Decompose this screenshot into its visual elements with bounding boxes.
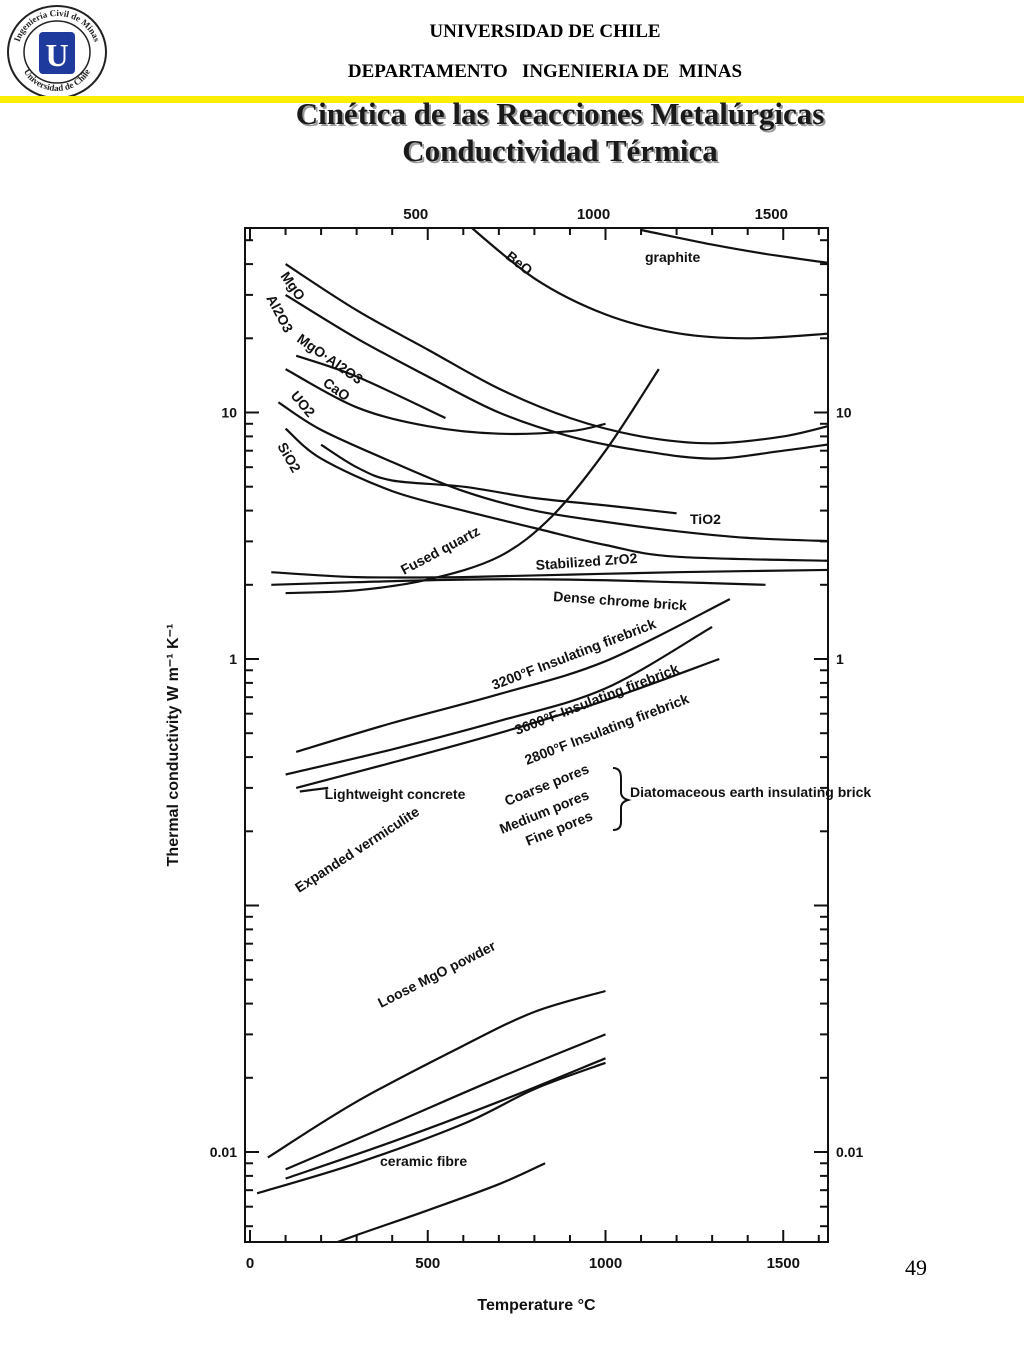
series-label: ceramic fibre [380, 1153, 467, 1169]
group-label: Diatomaceous earth insulating brick [630, 784, 871, 800]
header-rule [0, 96, 1024, 103]
y-tick-label: 1 [229, 651, 237, 667]
series-label: Stabilized ZrO2 [535, 550, 638, 573]
series-label: Fused quartz [398, 523, 482, 578]
x-tick-label-top: 500 [403, 206, 428, 223]
series-line-graphite [640, 228, 828, 264]
series-label: BeO [503, 248, 536, 278]
series-label: Lightweight concrete [325, 786, 466, 802]
plot-frame [244, 227, 829, 1243]
y-tick-label-right: 10 [836, 405, 852, 421]
series-line-stabilized-zro2 [271, 568, 828, 579]
series-line-sio2 [284, 427, 828, 562]
series-line-fine-pores [285, 1057, 606, 1180]
series-line-beo [470, 228, 828, 340]
department-name: DEPARTAMENTO INGENIERIA DE MINAS [347, 61, 743, 82]
series-label: Loose MgO powder [375, 937, 498, 1010]
series-line-lightweight-concrete [299, 786, 329, 793]
group-bracket [612, 767, 632, 831]
series-label: MgO [278, 269, 309, 304]
x-tick-label-top: 1500 [755, 206, 788, 223]
series-line-3600-f-insulating-firebrick [285, 625, 713, 776]
series-label: TiO2 [690, 511, 721, 527]
y-tick-label: 0.01 [210, 1144, 237, 1160]
series-line-tio2 [320, 443, 677, 515]
series-group [256, 228, 828, 1365]
y-tick-label-right: 1 [836, 651, 844, 667]
page-number: 49 [905, 1255, 927, 1280]
series-label: Expanded vermiculite [292, 803, 422, 895]
slide-subtitle: Conductividad Térmica [402, 133, 718, 168]
series-label: Dense chrome brick [553, 588, 688, 613]
x-tick-label: 500 [415, 1255, 440, 1272]
series-line-fused-quartz [285, 368, 660, 595]
x-tick-label-top: 1000 [577, 206, 610, 223]
series-line-3200-f-insulating-firebrick [295, 598, 731, 753]
series-line-2800-f-insulating-firebrick [295, 657, 720, 789]
slide-title: Cinética de las Reacciones Metalúrgicas [295, 96, 825, 131]
series-label: graphite [645, 249, 700, 265]
series-line-ceramic-fibre [261, 1296, 670, 1365]
series-label: UO2 [288, 388, 319, 420]
series-line-uo2 [277, 401, 828, 543]
series-line-coarse-pores [267, 989, 606, 1159]
x-axis-label: Temperature °C [477, 1297, 596, 1314]
x-tick-label: 1500 [767, 1255, 800, 1272]
series-line-dense-chrome-brick [271, 578, 766, 586]
series-line-loose-mgo-powder [334, 1162, 546, 1242]
series-line-expanded-vermiculite [256, 1061, 606, 1195]
series-line-mgo-al2o3 [295, 354, 446, 419]
series-line-cao [285, 368, 606, 436]
y-axis-label: Thermal conductivity W m⁻¹ K⁻¹ [165, 624, 182, 867]
x-tick-label: 0 [246, 1255, 254, 1272]
university-name: UNIVERSIDAD DE CHILE [429, 21, 661, 42]
series-line-mgo [284, 263, 828, 445]
y-tick-label: 10 [221, 405, 237, 421]
y-tick-label-right: 0.01 [836, 1144, 863, 1160]
series-line-al2o3 [285, 293, 828, 460]
series-label: SiO2 [274, 440, 304, 476]
university-logo: Ingeniería Civil de Minas Universidad de… [7, 5, 107, 99]
series-line-medium-pores [285, 1033, 606, 1171]
x-tick-label: 1000 [589, 1255, 622, 1272]
logo-letter: U [45, 37, 68, 73]
